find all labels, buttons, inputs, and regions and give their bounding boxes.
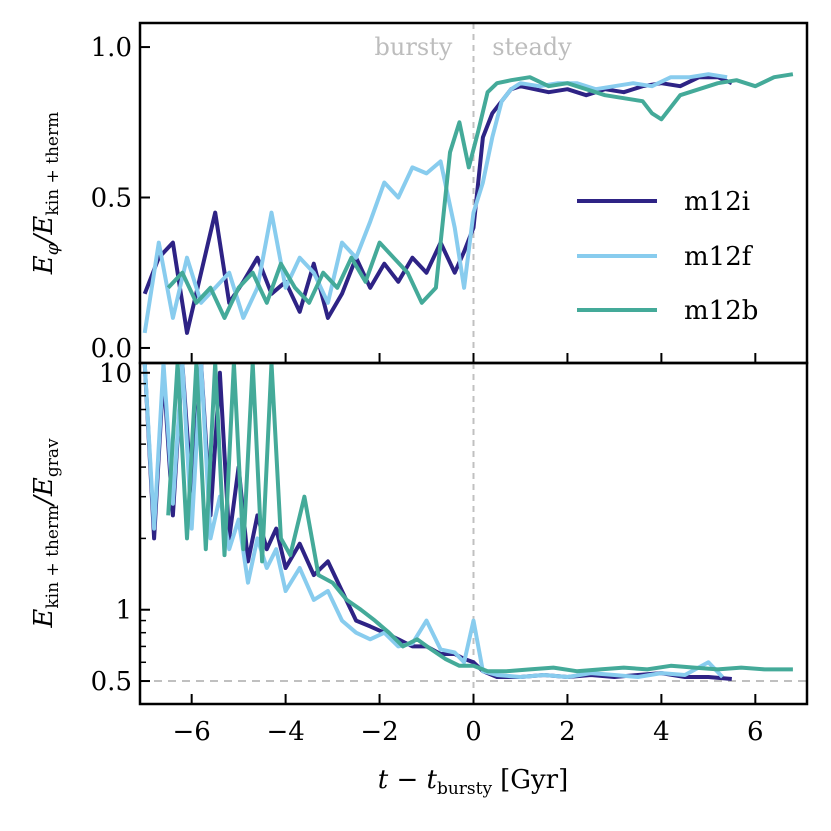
top-y-tick-label: 0.0 [91, 334, 132, 364]
x-tick-label: 4 [653, 717, 670, 747]
bottom-series-group [142, 363, 793, 681]
bottom-series-m12b [166, 363, 793, 674]
top-series-m12f [142, 72, 728, 334]
x-tick-label: −4 [266, 717, 304, 747]
top-series-m12b [166, 72, 794, 320]
top-y-tick-label: 0.5 [91, 184, 132, 214]
bottom-y-ticks: 0.5 1 10 [91, 359, 150, 697]
top-y-ticks: 0.0 0.5 1.0 [91, 33, 150, 364]
bottom-y-tick-label: 10 [99, 359, 132, 389]
x-axis-label: t − tbursty [Gyr] [378, 765, 569, 799]
top-panel: bursty steady 0.0 0.5 1.0 m12i m12f m12b E… [29, 21, 809, 365]
bottom-x-ticks: −6 −4 −2 0 2 4 6 [173, 694, 764, 747]
annotation-steady: steady [492, 33, 572, 61]
top-y-tick-label: 1.0 [91, 33, 132, 63]
legend-label-m12f: m12f [684, 242, 754, 272]
legend-label-m12b: m12b [684, 296, 758, 326]
x-tick-label: 6 [747, 717, 764, 747]
x-tick-label: −6 [173, 717, 211, 747]
bottom-y-axis-label: Ekin + therm/Egrav [29, 438, 63, 629]
legend: m12i m12f m12b [577, 187, 758, 326]
top-x-ticks [190, 353, 757, 363]
bottom-y-tick-label: 0.5 [91, 667, 132, 697]
bottom-y-tick-label: 1 [115, 596, 132, 626]
top-series-m12i [142, 75, 733, 335]
bottom-axes-frame [138, 361, 809, 706]
x-tick-label: 2 [559, 717, 576, 747]
bottom-panel: 0.5 1 10 −6 −4 −2 0 2 4 6 Ekin + therm/Egrav t −… [29, 359, 809, 799]
x-tick-label: 0 [465, 717, 482, 747]
x-tick-label: −2 [360, 717, 398, 747]
legend-label-m12i: m12i [684, 187, 750, 217]
annotation-bursty: bursty [375, 33, 453, 61]
top-series-group [142, 72, 794, 335]
top-y-axis-label: Eφ/Ekin + therm [29, 112, 63, 275]
